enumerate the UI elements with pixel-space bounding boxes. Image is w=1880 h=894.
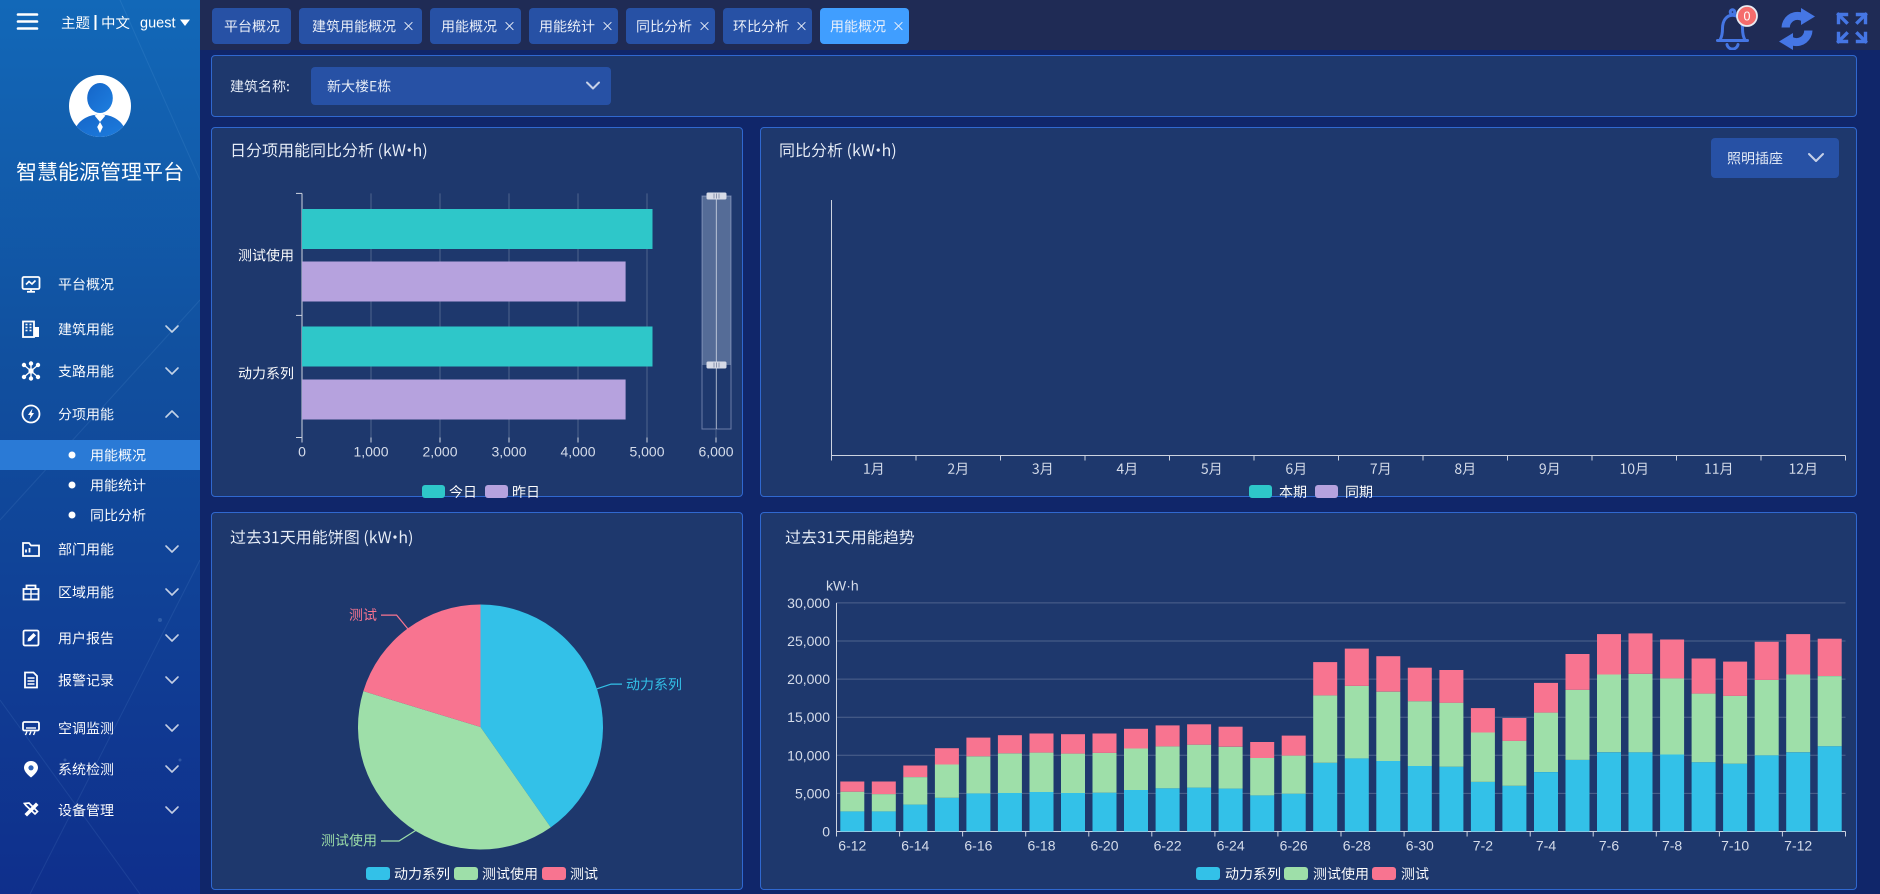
svg-text:7-10: 7-10	[1721, 838, 1749, 854]
svg-text:7-8: 7-8	[1662, 838, 1682, 854]
svg-text:6-20: 6-20	[1090, 838, 1118, 854]
svg-text:6-28: 6-28	[1343, 838, 1371, 854]
svg-text:7-6: 7-6	[1599, 838, 1619, 854]
svg-text:10,000: 10,000	[787, 747, 830, 763]
svg-text:6-26: 6-26	[1280, 838, 1308, 854]
svg-text:30,000: 30,000	[787, 595, 830, 611]
svg-text:5,000: 5,000	[629, 444, 664, 460]
svg-text:6,000: 6,000	[698, 444, 733, 460]
svg-text:6-12: 6-12	[838, 838, 866, 854]
svg-text:7-12: 7-12	[1784, 838, 1812, 854]
svg-text:kW·h: kW·h	[826, 578, 859, 594]
svg-text:6-24: 6-24	[1217, 838, 1245, 854]
svg-text:20,000: 20,000	[787, 671, 830, 687]
svg-text:6-14: 6-14	[901, 838, 929, 854]
svg-text:7-2: 7-2	[1473, 838, 1493, 854]
svg-text:2,000: 2,000	[422, 444, 457, 460]
svg-text:guest: guest	[140, 16, 175, 32]
svg-text:15,000: 15,000	[787, 709, 830, 725]
svg-text:6-22: 6-22	[1154, 838, 1182, 854]
svg-text:25,000: 25,000	[787, 633, 830, 649]
svg-text:3,000: 3,000	[491, 444, 526, 460]
svg-text:6-16: 6-16	[964, 838, 992, 854]
svg-text:6-18: 6-18	[1027, 838, 1055, 854]
svg-text:4,000: 4,000	[560, 444, 595, 460]
svg-text:5,000: 5,000	[795, 785, 830, 801]
svg-text:1,000: 1,000	[353, 444, 388, 460]
svg-text:0: 0	[298, 444, 306, 460]
svg-text:7-4: 7-4	[1536, 838, 1556, 854]
svg-text:0: 0	[822, 824, 830, 840]
svg-text:6-30: 6-30	[1406, 838, 1434, 854]
svg-text:0: 0	[1744, 10, 1751, 24]
